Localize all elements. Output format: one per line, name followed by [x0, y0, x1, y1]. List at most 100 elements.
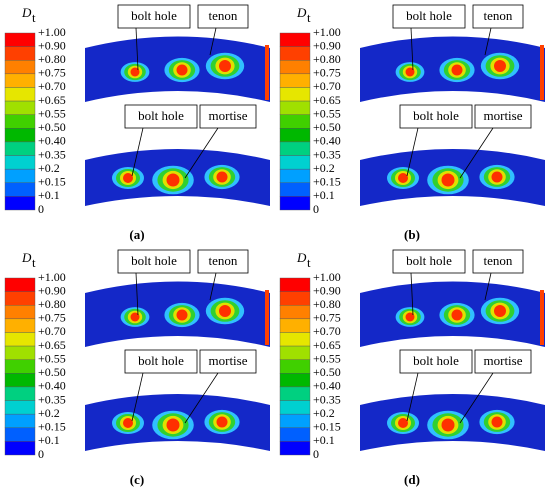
leader-line — [184, 127, 219, 179]
callout-box — [474, 104, 532, 129]
callout-text: bolt hole — [413, 353, 459, 368]
leader-line — [459, 127, 494, 179]
color-bar-label: 0 — [38, 202, 44, 216]
color-bar-label: 0 — [313, 202, 319, 216]
color-bar-label: +0.90 — [313, 283, 341, 297]
color-bar-segment — [4, 196, 36, 211]
edge-strip — [265, 45, 269, 100]
leader-line — [131, 127, 144, 177]
color-bar-segment — [279, 345, 311, 360]
callout-text: mortise — [484, 353, 523, 368]
callout-text: mortise — [209, 353, 248, 368]
color-bar-segment — [279, 386, 311, 401]
color-bar-segment — [4, 87, 36, 102]
color-bar-label: +0.75 — [38, 66, 66, 80]
color-bar-segment — [4, 60, 36, 75]
color-bar-segment — [279, 60, 311, 75]
damage-blob — [130, 67, 140, 77]
color-bar-label: +0.40 — [313, 134, 341, 148]
callout-text: tenon — [484, 8, 513, 23]
color-bar-label: +0.65 — [313, 93, 341, 107]
color-bar-segment — [4, 359, 36, 374]
color-bar-label: +0.90 — [38, 38, 66, 52]
color-bar-label: +0.65 — [38, 338, 66, 352]
damage-blob — [398, 418, 408, 428]
damage-blob — [494, 305, 506, 317]
callout-box — [117, 4, 191, 29]
color-bar-segment — [279, 87, 311, 102]
damage-blob — [130, 312, 140, 322]
color-bar-label: 0 — [38, 447, 44, 461]
color-bar-segment — [279, 373, 311, 388]
color-bar-label: +0.15 — [38, 175, 66, 189]
damage-blob — [176, 64, 188, 76]
color-bar-segment — [4, 73, 36, 88]
color-bar-segment — [4, 441, 36, 456]
callout-box — [197, 249, 249, 274]
color-bar-label: +0.2 — [313, 161, 335, 175]
color-bar-label: +0.40 — [38, 379, 66, 393]
color-bar-segment — [4, 305, 36, 320]
legend-subscript: t — [307, 10, 311, 25]
callout-text: bolt hole — [138, 353, 184, 368]
color-bar-label: +0.2 — [313, 406, 335, 420]
color-bar-segment — [4, 182, 36, 197]
color-bar-segment — [279, 114, 311, 129]
color-bar-segment — [279, 400, 311, 415]
color-bar-segment — [4, 141, 36, 156]
color-bar-segment — [279, 291, 311, 306]
callout-text: mortise — [209, 108, 248, 123]
callout-box — [117, 249, 191, 274]
color-bar-segment — [279, 46, 311, 61]
color-bar-label: +0.80 — [38, 52, 66, 66]
color-bar-segment — [4, 332, 36, 347]
callout-box — [392, 4, 466, 29]
color-bar-segment — [279, 318, 311, 333]
color-bar-segment — [279, 359, 311, 374]
color-bar-segment — [279, 182, 311, 197]
callout-box — [472, 249, 524, 274]
color-bar-segment — [279, 305, 311, 320]
leader-line — [484, 272, 492, 301]
callout-box — [399, 349, 473, 374]
damage-blob — [451, 309, 463, 321]
legend-subscript: t — [307, 255, 311, 270]
leader-line — [459, 372, 494, 424]
callout-box — [392, 249, 466, 274]
callout-text: bolt hole — [138, 108, 184, 123]
damage-blob — [123, 173, 133, 183]
callout-text: mortise — [484, 108, 523, 123]
callout-text: bolt hole — [413, 108, 459, 123]
color-bar-label: +0.65 — [38, 93, 66, 107]
color-bar-label: +0.50 — [313, 120, 341, 134]
damage-blob — [166, 173, 180, 187]
leader-line — [184, 372, 219, 424]
panel-label: (b) — [404, 227, 420, 242]
color-bar-label: +0.35 — [313, 392, 341, 406]
callout-box — [199, 104, 257, 129]
legend-symbol: D — [21, 5, 32, 20]
damage-blob — [219, 305, 231, 317]
leader-line — [131, 372, 144, 422]
callout-box — [472, 4, 524, 29]
leader-line — [410, 272, 414, 316]
color-bar-segment — [279, 427, 311, 442]
color-bar-label: +0.75 — [313, 66, 341, 80]
legend-symbol: D — [21, 250, 32, 265]
leader-line — [484, 27, 492, 56]
color-bar-label: +0.40 — [38, 134, 66, 148]
edge-strip — [540, 45, 544, 100]
color-bar-label: +0.55 — [38, 351, 66, 365]
color-bar-label: +0.15 — [313, 175, 341, 189]
color-bar-label: +0.1 — [313, 188, 335, 202]
color-bar-segment — [4, 345, 36, 360]
damage-blob — [491, 171, 503, 183]
color-bar-label: +0.2 — [38, 161, 60, 175]
color-bar-segment — [279, 32, 311, 47]
legend-subscript: t — [32, 10, 36, 25]
color-bar-segment — [279, 168, 311, 183]
color-bar-segment — [279, 141, 311, 156]
damage-blob — [216, 171, 228, 183]
color-bar-segment — [4, 100, 36, 115]
color-bar-label: +0.90 — [313, 38, 341, 52]
